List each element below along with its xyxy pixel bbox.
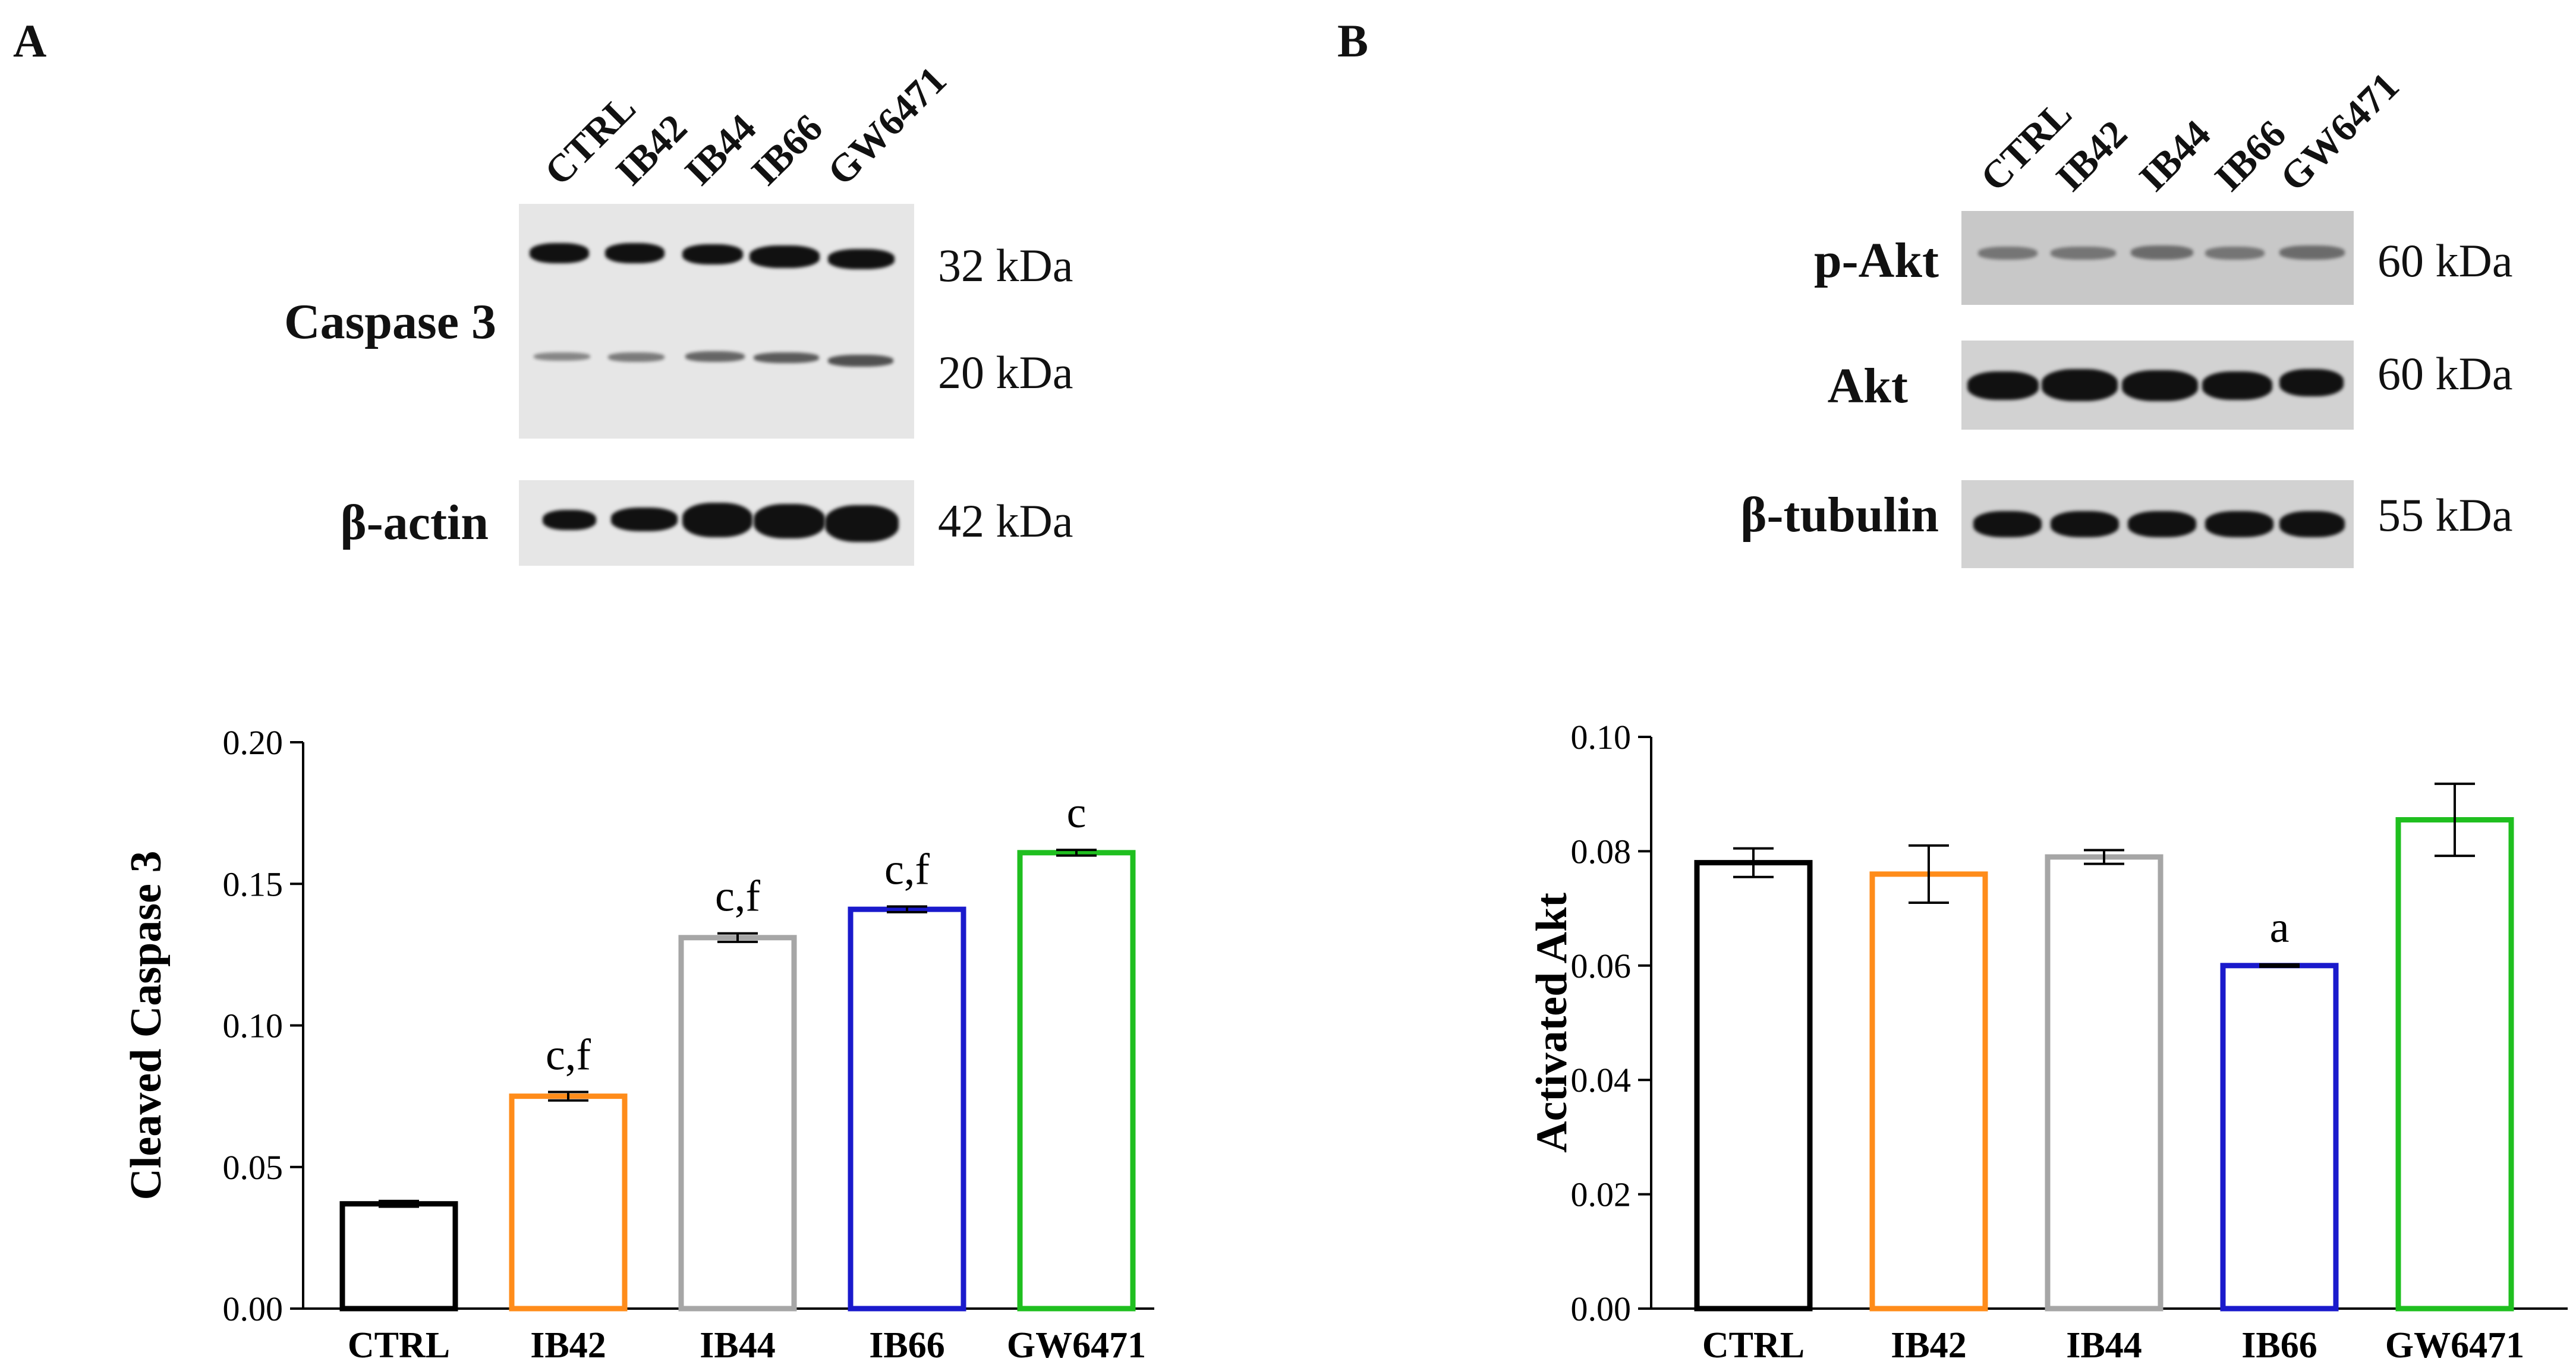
panel-b-lane-label: IB44	[2131, 112, 2219, 200]
chart-cleaved-caspase3: 0.00 0.05 0.10 0.15 0.20 Cleaved Caspase 3 CTR…	[122, 723, 1154, 1366]
bar	[678, 935, 797, 1312]
caspase3-blot	[519, 204, 914, 439]
blot-band	[685, 351, 745, 362]
bar	[2045, 854, 2164, 1312]
blot-band	[1978, 247, 2038, 260]
blot-band	[682, 244, 743, 264]
bar	[339, 1201, 458, 1312]
x-tick-label: GW6471	[2385, 1325, 2524, 1366]
blot-band	[608, 352, 665, 362]
bar	[2395, 817, 2514, 1312]
blot-band	[605, 243, 665, 263]
significance-label: a	[2270, 903, 2290, 952]
blot-band	[2042, 369, 2118, 401]
blot-band	[2279, 369, 2344, 396]
blot-label: Caspase 3	[284, 294, 496, 349]
blot-band	[754, 504, 825, 538]
panel-a-letter: A	[13, 15, 47, 67]
panel-a-lane-label: IB44	[676, 106, 765, 194]
blot-band	[2279, 245, 2345, 260]
blot-band	[2205, 247, 2265, 260]
blot-band	[754, 352, 819, 363]
blot-band	[2202, 371, 2272, 400]
significance-label: c,f	[715, 872, 760, 921]
p-akt-blot	[1961, 211, 2354, 305]
blot-label: β-actin	[340, 495, 489, 550]
beta-tubulin-blot	[1961, 480, 2354, 568]
x-tick-label: IB66	[869, 1325, 944, 1366]
bar	[848, 906, 966, 1312]
blot-band	[530, 243, 589, 263]
blot-band	[2128, 511, 2196, 537]
x-tick-label: IB66	[2241, 1325, 2317, 1366]
blot-band	[2131, 245, 2193, 260]
panel-b-lane-label: IB66	[2206, 112, 2295, 200]
x-tick-label: CTRL	[348, 1325, 450, 1366]
y-tick-label: 0.10	[223, 1007, 284, 1045]
panel-a-lane-label: GW6471	[819, 58, 955, 194]
blot-band	[2122, 370, 2198, 401]
y-tick-label: 0.20	[223, 723, 284, 762]
y-tick-label: 0.02	[1571, 1175, 1632, 1214]
blot-band	[825, 505, 899, 542]
chart-activated-akt: 0.00 0.02 0.04 0.06 0.08 0.10 Activated Akt CTR…	[1528, 718, 2568, 1366]
blot-band	[828, 355, 893, 367]
blot-band	[2051, 511, 2119, 537]
y-tick-label: 0.10	[1571, 718, 1632, 757]
y-tick-label: 0.06	[1571, 947, 1632, 985]
significance-label: c,f	[884, 845, 930, 894]
y-tick-label: 0.00	[223, 1290, 284, 1328]
bar	[1694, 860, 1813, 1312]
kda-marker: 42 kDa	[938, 495, 1073, 547]
y-tick-label: 0.00	[1571, 1290, 1632, 1328]
blot-band	[2279, 511, 2345, 537]
blot-band	[1967, 371, 2039, 400]
panel-b-letter: B	[1337, 15, 1369, 67]
y-tick-label: 0.08	[1571, 832, 1632, 871]
bar	[1869, 871, 1988, 1312]
y-axis-label: Cleaved Caspase 3	[122, 851, 171, 1200]
y-tick-label: 0.04	[1571, 1061, 1632, 1099]
x-tick-label: IB44	[700, 1325, 775, 1366]
x-tick-label: GW6471	[1007, 1325, 1146, 1366]
bar	[2220, 963, 2339, 1312]
kda-marker: 55 kDa	[2377, 489, 2513, 541]
blot-label: β-tubulin	[1740, 487, 1939, 543]
y-tick-label: 0.05	[223, 1148, 284, 1187]
blot-label: Akt	[1827, 358, 1908, 414]
y-axis-label: Activated Akt	[1528, 893, 1576, 1153]
x-tick-label: IB42	[1891, 1325, 1966, 1366]
panel-a-lane-label: IB66	[743, 106, 832, 194]
kda-marker: 60 kDa	[2377, 348, 2513, 399]
blot-band	[1973, 511, 2042, 537]
blot-label: p-Akt	[1813, 233, 1939, 288]
x-tick-label: IB44	[2066, 1325, 2142, 1366]
bar	[1017, 850, 1136, 1312]
blot-band	[534, 352, 590, 361]
blot-band	[2051, 247, 2116, 260]
significance-label: c	[1067, 789, 1087, 837]
kda-marker: 60 kDa	[2377, 235, 2513, 286]
x-tick-label: CTRL	[1702, 1325, 1805, 1366]
blot-band	[682, 503, 752, 537]
significance-label: c,f	[546, 1030, 591, 1079]
blot-band	[828, 249, 895, 269]
akt-blot	[1961, 341, 2354, 430]
blot-band	[611, 508, 678, 531]
x-tick-label: IB42	[530, 1325, 606, 1366]
beta-actin-blot	[519, 480, 914, 566]
kda-marker: 32 kDa	[938, 239, 1073, 291]
blot-band	[543, 510, 596, 530]
panel-b-lane-label: GW6471	[2272, 64, 2408, 200]
bar	[509, 1093, 628, 1312]
kda-marker: 20 kDa	[938, 346, 1073, 398]
blot-band	[2205, 511, 2273, 537]
y-tick-label: 0.15	[223, 865, 284, 903]
blot-band	[750, 245, 820, 268]
